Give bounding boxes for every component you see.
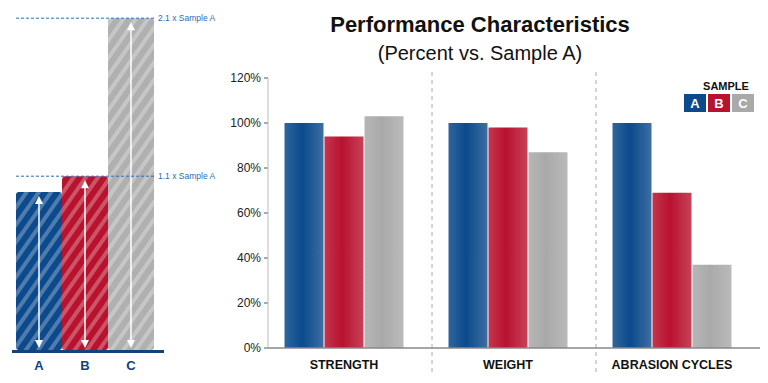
group-separator <box>596 72 597 372</box>
x-tick-label: ABRASION CYCLES <box>612 358 733 372</box>
length-arrow <box>130 24 132 346</box>
legend: SAMPLEABC <box>684 80 754 112</box>
arrow-head <box>127 22 135 30</box>
rope-texture <box>62 176 108 350</box>
y-tick <box>264 213 268 214</box>
rope-label: B <box>80 358 89 373</box>
legend-swatch <box>684 94 706 112</box>
rope-illustration: A B C 1.1 x Sample A 2.1 x Sample A <box>12 13 216 373</box>
legend-label: C <box>738 96 748 111</box>
y-tick <box>264 168 268 169</box>
length-arrow <box>84 182 86 346</box>
y-tick <box>264 303 268 304</box>
subtitle: (Percent vs. Sample A) <box>378 42 583 64</box>
annotation: 2.1 x Sample A <box>158 13 216 23</box>
baseline <box>12 350 164 353</box>
y-tick-label: 60% <box>237 206 261 220</box>
y-tick <box>264 123 268 124</box>
rope-texture <box>16 192 62 350</box>
bar <box>613 123 652 348</box>
length-arrow <box>38 198 40 346</box>
canvas: ABC1.1 x Sample A2.1 x Sample APerforman… <box>0 0 768 383</box>
annotation-line <box>16 18 156 19</box>
y-tick <box>264 258 268 259</box>
rope <box>108 18 154 350</box>
arrow-head <box>81 340 89 348</box>
arrow-head <box>35 340 43 348</box>
bar <box>365 116 404 348</box>
y-tick <box>264 348 268 349</box>
rope-label: C <box>126 358 136 373</box>
y-tick-label: 80% <box>237 161 261 175</box>
bar <box>529 152 568 348</box>
rope-label: A <box>34 358 44 373</box>
y-tick <box>264 78 268 79</box>
bar <box>693 265 732 348</box>
y-tick-label: 120% <box>230 71 261 85</box>
x-axis <box>268 347 760 349</box>
title: Performance Characteristics <box>330 12 630 37</box>
arrow-head <box>127 340 135 348</box>
bar <box>325 137 364 349</box>
legend-label: A <box>690 96 700 111</box>
rope <box>16 192 62 350</box>
bar <box>285 123 324 348</box>
bar <box>653 193 692 348</box>
bar <box>449 123 488 348</box>
y-tick-label: 40% <box>237 251 261 265</box>
legend-label: B <box>714 96 723 111</box>
y-tick-label: 20% <box>237 296 261 310</box>
legend-swatch <box>708 94 730 112</box>
rope-texture <box>108 18 154 350</box>
annotation: 1.1 x Sample A <box>158 171 216 181</box>
bar <box>489 128 528 349</box>
y-tick-label: 0% <box>244 341 262 355</box>
x-tick-label: WEIGHT <box>483 358 533 372</box>
x-tick-label: STRENGTH <box>310 358 379 372</box>
y-axis <box>268 78 269 348</box>
y-tick-label: 100% <box>230 116 261 130</box>
group-separator <box>432 72 433 372</box>
legend-title: SAMPLE <box>703 80 749 92</box>
arrow-head <box>35 196 43 204</box>
legend-swatch <box>732 94 754 112</box>
annotation-line <box>16 176 156 177</box>
bars <box>285 116 732 348</box>
rope <box>62 176 108 350</box>
arrow-head <box>81 180 89 188</box>
